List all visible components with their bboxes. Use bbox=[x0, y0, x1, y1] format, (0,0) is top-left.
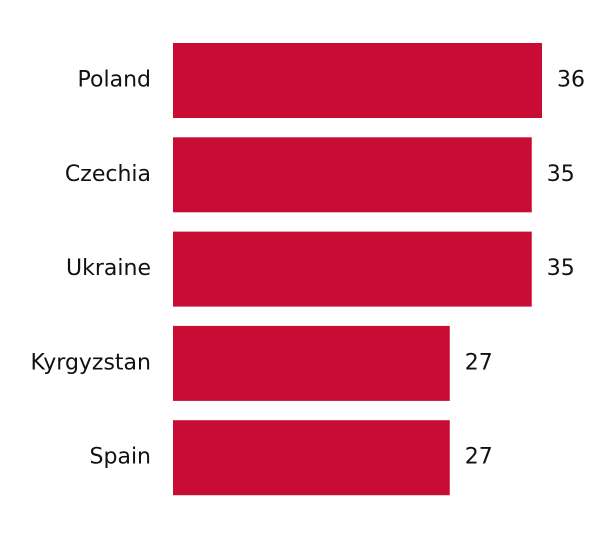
category-label-ukraine: Ukraine bbox=[66, 256, 151, 281]
category-label-poland: Poland bbox=[78, 68, 151, 93]
bar-kyrgyzstan bbox=[173, 325, 450, 401]
value-label-spain: 27 bbox=[465, 445, 493, 470]
value-label-poland: 36 bbox=[557, 68, 585, 93]
bar-ukraine bbox=[173, 231, 532, 307]
bar-czechia bbox=[173, 137, 532, 213]
category-labels-group: Poland Czechia Ukraine Kyrgyzstan Spain bbox=[30, 68, 151, 470]
value-label-kyrgyzstan: 27 bbox=[465, 350, 493, 375]
bar-poland bbox=[173, 43, 542, 118]
category-label-kyrgyzstan: Kyrgyzstan bbox=[30, 350, 151, 375]
category-label-spain: Spain bbox=[90, 445, 151, 470]
value-labels-group: 36 35 35 27 27 bbox=[465, 68, 585, 470]
bars-group bbox=[173, 43, 542, 496]
bar-spain bbox=[173, 420, 450, 496]
value-label-ukraine: 35 bbox=[547, 256, 575, 281]
value-label-czechia: 35 bbox=[547, 162, 575, 187]
category-label-czechia: Czechia bbox=[65, 162, 151, 187]
